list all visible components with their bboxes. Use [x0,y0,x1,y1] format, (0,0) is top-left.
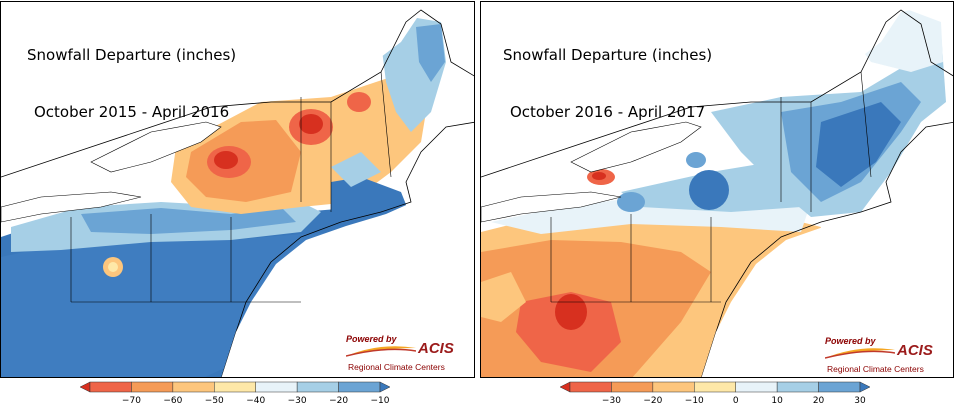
colorbar-tick-label: −20 [329,396,349,406]
colorbar-min-arrow [559,381,571,393]
colorbar-segment [818,381,861,393]
colorbar [559,381,871,393]
colorbar-segment [569,381,612,393]
powered-by-text: Powered by [346,334,397,344]
colorbar-segment [611,381,654,393]
colorbar-segment [172,381,215,393]
colorbar-tick-label: −40 [246,396,266,406]
colorbar-tick-label: 10 [771,396,783,406]
powered-by-text: Powered by [825,336,876,346]
title-line-1: Snowfall Departure (inches) [503,46,713,64]
title-line-2: October 2015 - April 2016 [33,103,230,121]
colorbar-segment [652,381,695,393]
acis-logo: Powered by ACIS Regional Climate Centers [346,334,466,377]
colorbar-tick-label: −20 [643,396,663,406]
colorbar-segment [255,381,298,393]
colorbar-segment [338,381,381,393]
colorbar-tick-label: −10 [370,396,390,406]
regional-climate-centers-text: Regional Climate Centers [827,364,924,374]
acis-brand-text: ACIS [418,340,454,357]
colorbar-max-arrow [859,381,871,393]
acis-logo: Powered by ACIS Regional Climate Centers [825,336,945,377]
colorbar-tick-label: 20 [812,396,825,406]
colorbar [79,381,391,393]
legend-colorbar-2016-2017: −30 −20 −10 0 10 20 30 [559,380,871,410]
map-title-2016-2017: Snowfall Departure (inches) October 2016… [503,8,712,160]
title-line-2: October 2016 - April 2017 [509,103,706,121]
colorbar-tick-label: −10 [684,396,704,406]
colorbar-segment [296,381,339,393]
colorbar-tick-label: −70 [121,396,141,406]
colorbar-tick-label: 30 [854,396,866,406]
map-panel-2015-2016: Snowfall Departure (inches) October 2015… [0,1,475,378]
colorbar-segment [694,381,736,393]
legend-colorbar-2015-2016: −70 −60 −50 −40 −30 −20 −10 [79,380,391,410]
colorbar-segment [131,381,174,393]
colorbar-min-arrow [79,381,91,393]
acis-brand-text: ACIS [897,342,933,359]
colorbar-segment [89,381,132,393]
colorbar-tick-label: 0 [732,396,739,406]
snowfall-map-2016-2017 [481,2,953,377]
acis-swoosh-icon [346,346,416,357]
title-line-1: Snowfall Departure (inches) [27,46,237,64]
colorbar-tick-label: −30 [287,396,307,406]
colorbar-tick-label: −50 [204,396,224,406]
colorbar-tick-label: −60 [163,396,183,406]
colorbar-segment [735,381,778,393]
map-panel-2016-2017: Snowfall Departure (inches) October 2016… [480,1,954,378]
snowfall-map-2015-2016 [1,2,474,377]
acis-swoosh-icon [825,348,895,359]
map-title-2015-2016: Snowfall Departure (inches) October 2015… [27,8,236,160]
colorbar-tick-label: −30 [601,396,621,406]
regional-climate-centers-text: Regional Climate Centers [348,362,445,372]
colorbar-segment [214,381,256,393]
colorbar-max-arrow [379,381,391,393]
colorbar-segment [776,381,819,393]
